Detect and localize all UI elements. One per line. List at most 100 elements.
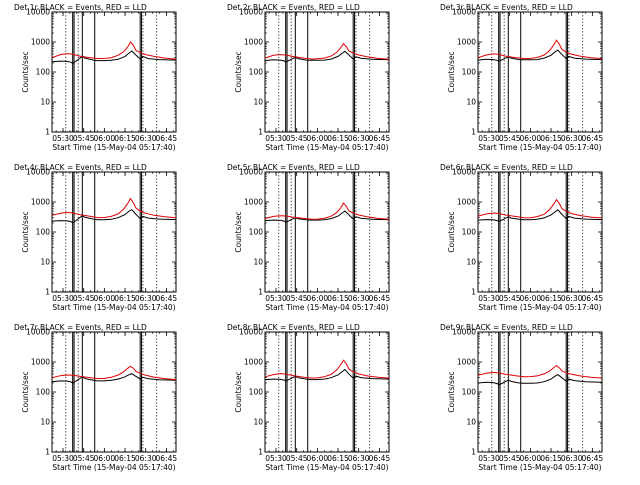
y-tick-label: 1 — [258, 288, 263, 297]
y-tick-label: 10 — [40, 418, 50, 427]
x-tick-label: 06:30 — [135, 454, 157, 463]
x-tick-label: 06:00 — [307, 134, 329, 143]
y-tick-label: 10 — [253, 418, 263, 427]
x-tick-label: 06:30 — [348, 294, 370, 303]
x-axis-label: Start Time (15-May-04 05:17:40) — [478, 303, 601, 312]
y-tick-label: 1000 — [457, 38, 476, 47]
y-axis-label: Counts/sec — [21, 211, 30, 252]
series-line-events — [51, 373, 177, 384]
y-tick-label: 10 — [40, 98, 50, 107]
y-tick-label: 100 — [462, 68, 477, 77]
plot-frame — [477, 171, 603, 293]
x-tick-label: 06:30 — [135, 294, 157, 303]
x-axis-label: Start Time (15-May-04 05:17:40) — [265, 143, 388, 152]
plot-frame — [477, 11, 603, 133]
y-tick-label: 1000 — [31, 358, 50, 367]
x-tick-label: 06:15 — [327, 294, 349, 303]
x-tick-label: 06:30 — [135, 134, 157, 143]
x-tick-label: 06:15 — [327, 454, 349, 463]
y-tick-label: 100 — [249, 388, 264, 397]
series-line-lld — [51, 41, 177, 60]
y-tick-label: 100 — [36, 228, 51, 237]
x-tick-label: 06:45 — [369, 454, 391, 463]
y-tick-label: 1 — [471, 448, 476, 457]
chart-panel: 1 10 100 1000 10000 05:30 05:45 06:00 06:15 06:30… — [440, 323, 603, 472]
y-tick-label: 10000 — [26, 328, 50, 337]
x-tick-label: 06:15 — [114, 454, 136, 463]
y-tick-label: 100 — [462, 228, 477, 237]
y-tick-label: 100 — [36, 68, 51, 77]
x-tick-label: 06:00 — [520, 454, 542, 463]
x-tick-label: 06:45 — [156, 134, 178, 143]
plot-frame — [264, 171, 390, 293]
series-line-lld — [477, 198, 603, 219]
y-axis-label: Counts/sec — [234, 371, 243, 412]
y-tick-label: 100 — [36, 388, 51, 397]
y-tick-label: 1 — [45, 448, 50, 457]
y-tick-label: 1000 — [31, 38, 50, 47]
x-tick-label: 06:15 — [327, 134, 349, 143]
x-tick-label: 05:30 — [52, 294, 74, 303]
y-axis-label: Counts/sec — [447, 51, 456, 92]
series-line-events — [264, 50, 390, 63]
x-tick-label: 06:30 — [561, 454, 583, 463]
chart-panel: 1 10 100 1000 10000 05:30 05:45 06:00 06:15 06:30… — [14, 323, 177, 472]
x-tick-label: 06:45 — [369, 134, 391, 143]
chart-panel: 1 10 100 1000 10000 05:30 05:45 06:00 06:15 06:30… — [227, 163, 390, 312]
plot-frame — [51, 171, 177, 293]
chart-title: Det 8r BLACK = Events, RED = LLD — [227, 323, 360, 332]
x-tick-label: 05:30 — [265, 294, 287, 303]
y-tick-label: 1000 — [31, 198, 50, 207]
x-tick-label: 06:00 — [94, 134, 116, 143]
x-tick-label: 06:45 — [582, 454, 604, 463]
y-tick-label: 10000 — [452, 8, 476, 17]
x-tick-label: 06:15 — [540, 134, 562, 143]
x-axis-label: Start Time (15-May-04 05:17:40) — [478, 463, 601, 472]
y-tick-label: 10000 — [452, 168, 476, 177]
series-line-events — [477, 49, 603, 62]
y-axis-label: Counts/sec — [234, 51, 243, 92]
chart-title: Det 4r BLACK = Events, RED = LLD — [14, 163, 147, 172]
series-line-lld — [477, 364, 603, 379]
x-tick-label: 05:30 — [478, 134, 500, 143]
chart-title: Det 1r BLACK = Events, RED = LLD — [14, 3, 147, 12]
plot-frame — [477, 331, 603, 453]
x-tick-label: 06:00 — [94, 454, 116, 463]
chart-panel: 1 10 100 1000 10000 05:30 05:45 06:00 06:15 06:30… — [14, 163, 177, 312]
series-line-lld — [264, 359, 390, 379]
x-tick-label: 06:15 — [114, 294, 136, 303]
y-tick-label: 1 — [258, 448, 263, 457]
y-tick-label: 100 — [249, 68, 264, 77]
plot-frame — [51, 11, 177, 133]
series-line-events — [51, 208, 177, 224]
x-tick-label: 05:45 — [73, 134, 95, 143]
x-tick-label: 06:00 — [520, 134, 542, 143]
y-tick-label: 1000 — [244, 38, 263, 47]
series-line-lld — [264, 42, 390, 60]
y-axis-label: Counts/sec — [234, 211, 243, 252]
y-tick-label: 100 — [249, 228, 264, 237]
x-tick-label: 05:45 — [73, 454, 95, 463]
x-axis-label: Start Time (15-May-04 05:17:40) — [265, 303, 388, 312]
x-tick-label: 05:45 — [286, 134, 308, 143]
x-tick-label: 06:30 — [561, 294, 583, 303]
y-axis-label: Counts/sec — [447, 371, 456, 412]
y-tick-label: 10 — [466, 98, 476, 107]
y-axis-label: Counts/sec — [21, 371, 30, 412]
x-axis-label: Start Time (15-May-04 05:17:40) — [52, 143, 175, 152]
x-tick-label: 05:30 — [265, 454, 287, 463]
plot-frame — [51, 331, 177, 453]
x-tick-label: 06:00 — [307, 294, 329, 303]
y-tick-label: 10 — [466, 418, 476, 427]
series-line-events — [477, 374, 603, 386]
series-line-events — [51, 50, 177, 65]
x-tick-label: 06:45 — [156, 294, 178, 303]
x-tick-label: 05:30 — [478, 454, 500, 463]
y-axis-label: Counts/sec — [447, 211, 456, 252]
chart-panel: 1 10 100 1000 10000 05:30 05:45 06:00 06:15 06:30… — [227, 323, 390, 472]
series-line-lld — [264, 202, 390, 220]
x-tick-label: 06:00 — [307, 454, 329, 463]
y-axis-label: Counts/sec — [21, 51, 30, 92]
x-tick-label: 06:15 — [540, 454, 562, 463]
x-tick-label: 05:45 — [286, 294, 308, 303]
